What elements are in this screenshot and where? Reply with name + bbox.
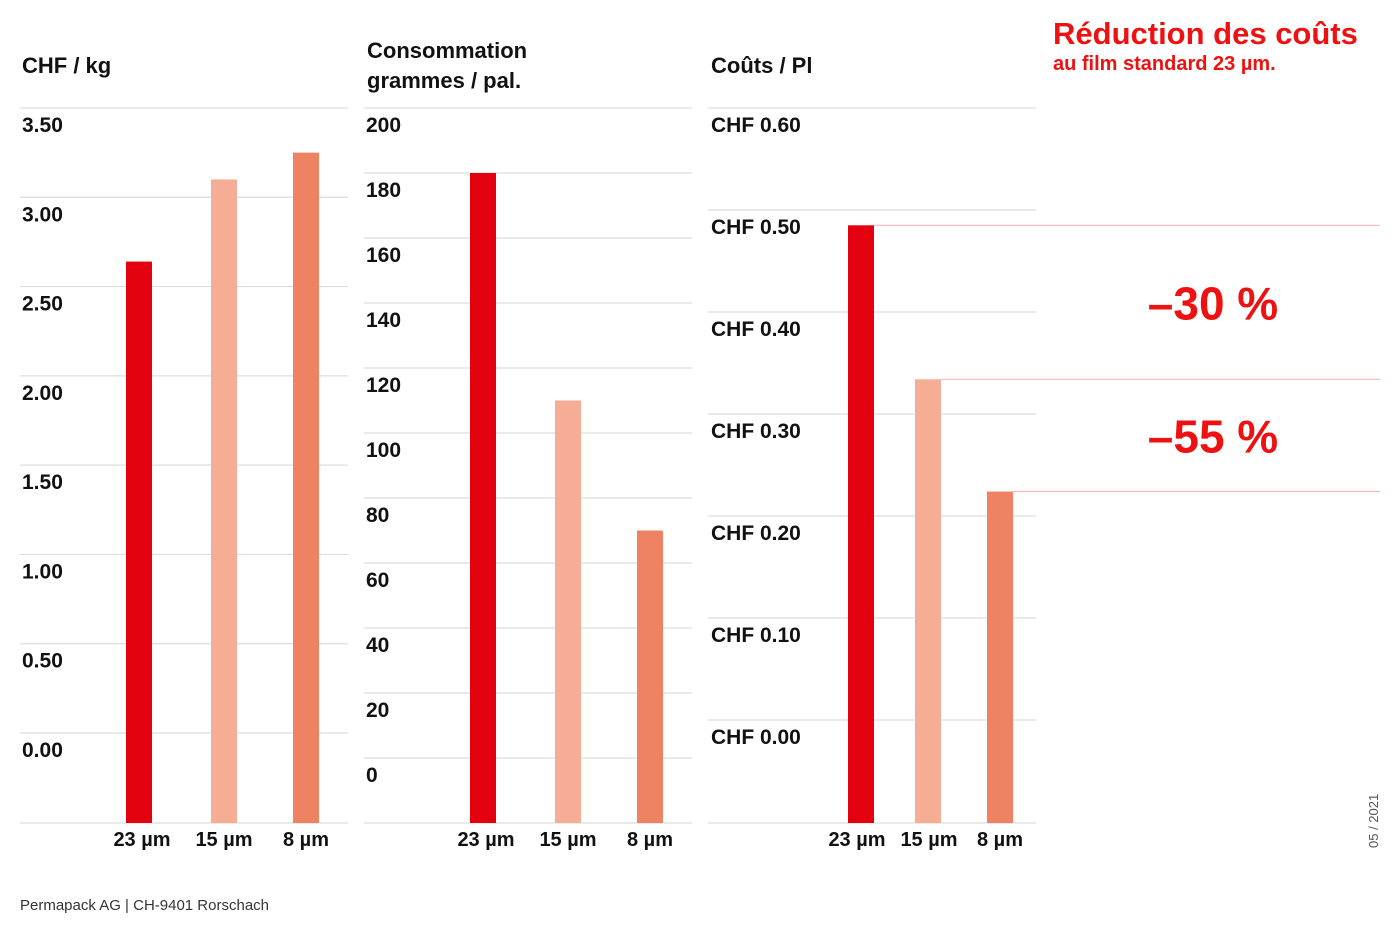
y-tick-label: 3.50	[22, 114, 63, 137]
x-category-label: 8 µm	[977, 829, 1023, 851]
y-tick-label: 140	[366, 309, 401, 332]
y-tick-label: 120	[366, 374, 401, 397]
y-tick-label: CHF 0.60	[711, 114, 801, 137]
x-category-label: 23 µm	[457, 829, 514, 851]
y-tick-label: 160	[366, 244, 401, 267]
bar-15m	[555, 400, 581, 823]
x-category-label: 23 µm	[828, 829, 885, 851]
y-tick-label: 60	[366, 569, 389, 592]
y-tick-label: 2.00	[22, 382, 63, 405]
chart2-title-line1: Consommation	[367, 38, 528, 63]
bar-8m	[637, 530, 663, 823]
headline: Réduction des coûts au film standard 23 …	[1053, 16, 1358, 76]
chart2-title: Consommation grammes / pal.	[367, 36, 527, 96]
y-tick-label: 2.50	[22, 293, 63, 316]
y-tick-label: 1.00	[22, 560, 63, 583]
headline-subtitle: au film standard 23 µm.	[1053, 53, 1276, 75]
y-tick-label: 40	[366, 634, 389, 657]
y-tick-label: CHF 0.00	[711, 726, 801, 749]
y-tick-label: CHF 0.30	[711, 420, 801, 443]
y-tick-label: 3.00	[22, 203, 63, 226]
footer-company: Permapack AG | CH-9401 Rorschach	[20, 897, 270, 914]
bar-15m	[915, 379, 941, 823]
chart2-title-line2: grammes / pal.	[367, 68, 522, 93]
y-tick-label: CHF 0.40	[711, 318, 801, 341]
y-tick-label: 0.50	[22, 650, 63, 673]
y-tick-label: 1.50	[22, 471, 63, 494]
y-tick-label: 180	[366, 179, 401, 202]
y-tick-label: 0.00	[22, 739, 63, 762]
y-tick-label: CHF 0.20	[711, 522, 801, 545]
headline-title: Réduction des coûts	[1053, 16, 1358, 51]
y-tick-label: CHF 0.50	[711, 216, 801, 239]
x-category-label: 15 µm	[195, 829, 252, 851]
x-category-label: 15 µm	[539, 829, 596, 851]
bar-23m	[470, 173, 496, 823]
y-tick-label: 20	[366, 699, 389, 722]
chart3-title: Coûts / Pl	[711, 53, 813, 78]
reduction-30-label: –30 %	[1148, 277, 1278, 329]
y-tick-label: 200	[366, 114, 401, 137]
bar-23m	[848, 225, 874, 824]
bar-8m	[987, 491, 1013, 823]
reduction-55-label: –55 %	[1148, 410, 1278, 462]
chart1-title: CHF / kg	[22, 53, 112, 78]
y-tick-label: 100	[366, 439, 401, 462]
y-tick-label: CHF 0.10	[711, 624, 801, 647]
x-category-label: 8 µm	[627, 829, 673, 851]
footer-date: 05 / 2021	[1366, 793, 1381, 848]
x-category-label: 15 µm	[900, 829, 957, 851]
x-category-label: 23 µm	[113, 829, 170, 851]
x-category-label: 8 µm	[283, 829, 329, 851]
bar-8m	[293, 152, 319, 824]
y-tick-label: 0	[366, 764, 378, 787]
bar-23m	[126, 261, 152, 824]
bar-15m	[211, 179, 237, 823]
y-tick-label: 80	[366, 504, 389, 527]
